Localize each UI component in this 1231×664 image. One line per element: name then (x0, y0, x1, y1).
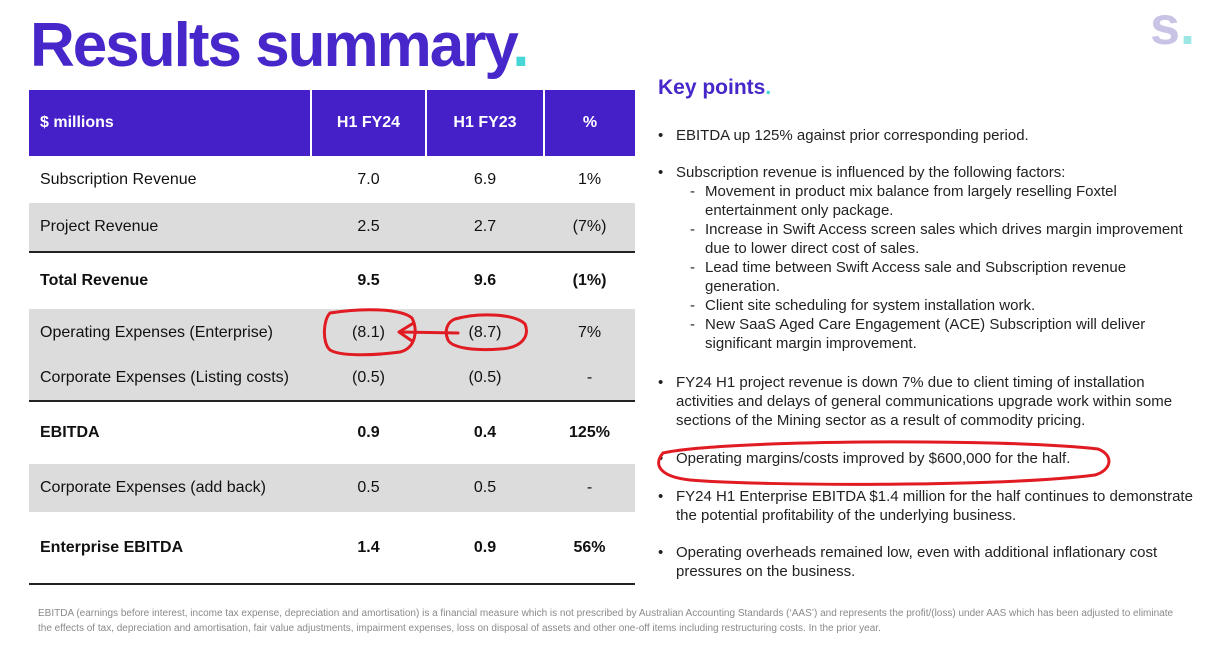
cell-fy24: 0.9 (311, 400, 426, 464)
header-millions: $ millions (29, 90, 312, 156)
header-percent: % (544, 90, 635, 156)
cell-fy23: (0.5) (426, 356, 544, 401)
row-label: Corporate Expenses (Listing costs) (29, 356, 311, 401)
key-point-text: EBITDA up 125% against prior correspondi… (676, 127, 1029, 144)
cell-fy23: 0.4 (426, 400, 544, 464)
cell-fy24: 0.5 (311, 464, 426, 512)
table-row: Total Revenue 9.5 9.6 (1%) (29, 251, 635, 309)
table-row: Corporate Expenses (add back) 0.5 0.5 - (29, 464, 635, 512)
row-label: Operating Expenses (Enterprise) (29, 309, 311, 356)
table-row: Operating Expenses (Enterprise) (8.1) (8… (29, 309, 635, 356)
key-point: FY24 H1 Enterprise EBITDA $1.4 million f… (658, 487, 1203, 525)
key-point: Operating overheads remained low, even w… (658, 543, 1203, 581)
key-point-text: Operating margins/costs improved by $600… (676, 450, 1071, 467)
cell-fy24: (8.1) (311, 309, 426, 356)
cell-percent: 125% (544, 400, 635, 464)
key-point-text: FY24 H1 Enterprise EBITDA $1.4 million f… (676, 488, 1193, 524)
cell-percent: - (544, 356, 635, 401)
table-row: EBITDA 0.9 0.4 125% (29, 400, 635, 464)
key-point-subitem: Lead time between Swift Access sale and … (688, 258, 1203, 296)
page-title-text: Results summary (30, 11, 514, 80)
key-point-subitem: New SaaS Aged Care Engagement (ACE) Subs… (688, 315, 1203, 353)
key-point-subitem: Client site scheduling for system instal… (688, 296, 1203, 315)
page-title: Results summary. (30, 8, 530, 84)
footnote: EBITDA (earnings before interest, income… (38, 608, 1174, 634)
key-point-subitem: Movement in product mix balance from lar… (688, 182, 1203, 220)
cell-fy23: 0.9 (426, 512, 544, 585)
cell-percent: 56% (544, 512, 635, 585)
cell-percent: (1%) (544, 251, 635, 309)
row-label: EBITDA (29, 400, 311, 464)
results-table: $ millions H1 FY24 H1 FY23 % Subscriptio… (29, 90, 635, 585)
cell-percent: 1% (577, 170, 602, 188)
cell-fy23: 6.9 (473, 170, 497, 188)
key-point: FY24 H1 project revenue is down 7% due t… (658, 373, 1203, 430)
cell-fy23: 9.6 (426, 251, 544, 309)
cell-percent: - (544, 464, 635, 512)
table-row: Subscription Revenue 7.0 6.9 1% (29, 156, 635, 203)
header-h1-fy23: H1 FY23 (426, 90, 545, 156)
row-label: Total Revenue (29, 251, 311, 309)
cell-fy23: 2.7 (426, 203, 544, 252)
key-points-title: Key points. (658, 76, 771, 100)
key-points-title-dot: . (765, 76, 772, 99)
key-points-title-text: Key points (658, 76, 766, 99)
cell-fy24: 1.4 (311, 512, 426, 585)
table-row: Corporate Expenses (Listing costs) (0.5)… (29, 356, 635, 401)
key-point: Operating margins/costs improved by $600… (658, 449, 1203, 468)
cell-percent: 7% (544, 309, 635, 356)
key-point: Subscription revenue is influenced by th… (658, 163, 1203, 353)
cell-fy24: (0.5) (311, 356, 426, 401)
table-header-row: $ millions H1 FY24 H1 FY23 % (29, 90, 635, 156)
key-point: EBITDA up 125% against prior correspondi… (658, 126, 1203, 145)
key-point-sublist: Movement in product mix balance from lar… (676, 182, 1203, 353)
header-h1-fy24: H1 FY24 (311, 90, 427, 156)
table-row: Enterprise EBITDA 1.4 0.9 56% (29, 512, 635, 585)
cell-fy23: (8.7) (426, 309, 544, 356)
logo-letter: s (1150, 0, 1181, 56)
logo-dot: . (1180, 0, 1196, 56)
row-label: Subscription Revenue (40, 170, 197, 188)
key-point-text: Subscription revenue is influenced by th… (676, 164, 1066, 181)
table-row: Project Revenue 2.5 2.7 (7%) (29, 203, 635, 252)
key-points-list: EBITDA up 125% against prior correspondi… (658, 126, 1203, 581)
page-title-dot: . (512, 11, 529, 80)
cell-percent: (7%) (544, 203, 635, 252)
key-point-text: FY24 H1 project revenue is down 7% due t… (676, 374, 1173, 429)
key-point-text: Operating overheads remained low, even w… (676, 544, 1158, 580)
row-label: Corporate Expenses (add back) (29, 464, 311, 512)
key-point-subitem: Increase in Swift Access screen sales wh… (688, 220, 1203, 258)
cell-fy24: 2.5 (311, 203, 426, 252)
cell-fy24: 7.0 (357, 170, 380, 188)
cell-fy24: 9.5 (311, 251, 426, 309)
row-label: Project Revenue (29, 203, 311, 252)
company-logo: s. (1150, 0, 1195, 56)
row-label: Enterprise EBITDA (29, 512, 311, 585)
cell-fy23: 0.5 (426, 464, 544, 512)
